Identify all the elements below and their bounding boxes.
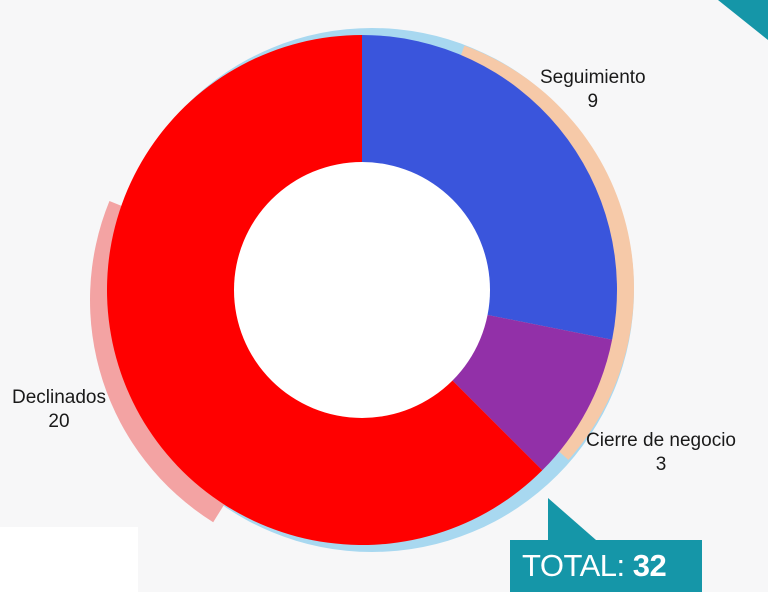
label-cierre-value: 3 [655, 454, 667, 475]
donut-hole [234, 162, 490, 418]
total-badge: TOTAL: 32 [510, 540, 702, 592]
label-declinados-name: Declinados [12, 387, 106, 408]
label-declinados-value: 20 [48, 411, 70, 432]
corner-decoration [718, 0, 768, 40]
label-cierre-name: Cierre de negocio [586, 430, 736, 451]
label-declinados: Declinados 20 [12, 386, 106, 434]
total-label: TOTAL: [522, 548, 625, 583]
label-seguimiento: Seguimiento 9 [540, 66, 646, 114]
label-seguimiento-value: 9 [587, 91, 599, 112]
label-cierre: Cierre de negocio 3 [586, 429, 736, 477]
total-value: 32 [632, 548, 667, 583]
label-seguimiento-name: Seguimiento [540, 67, 646, 88]
total-badge-flag [548, 498, 596, 540]
blank-panel [0, 527, 138, 592]
